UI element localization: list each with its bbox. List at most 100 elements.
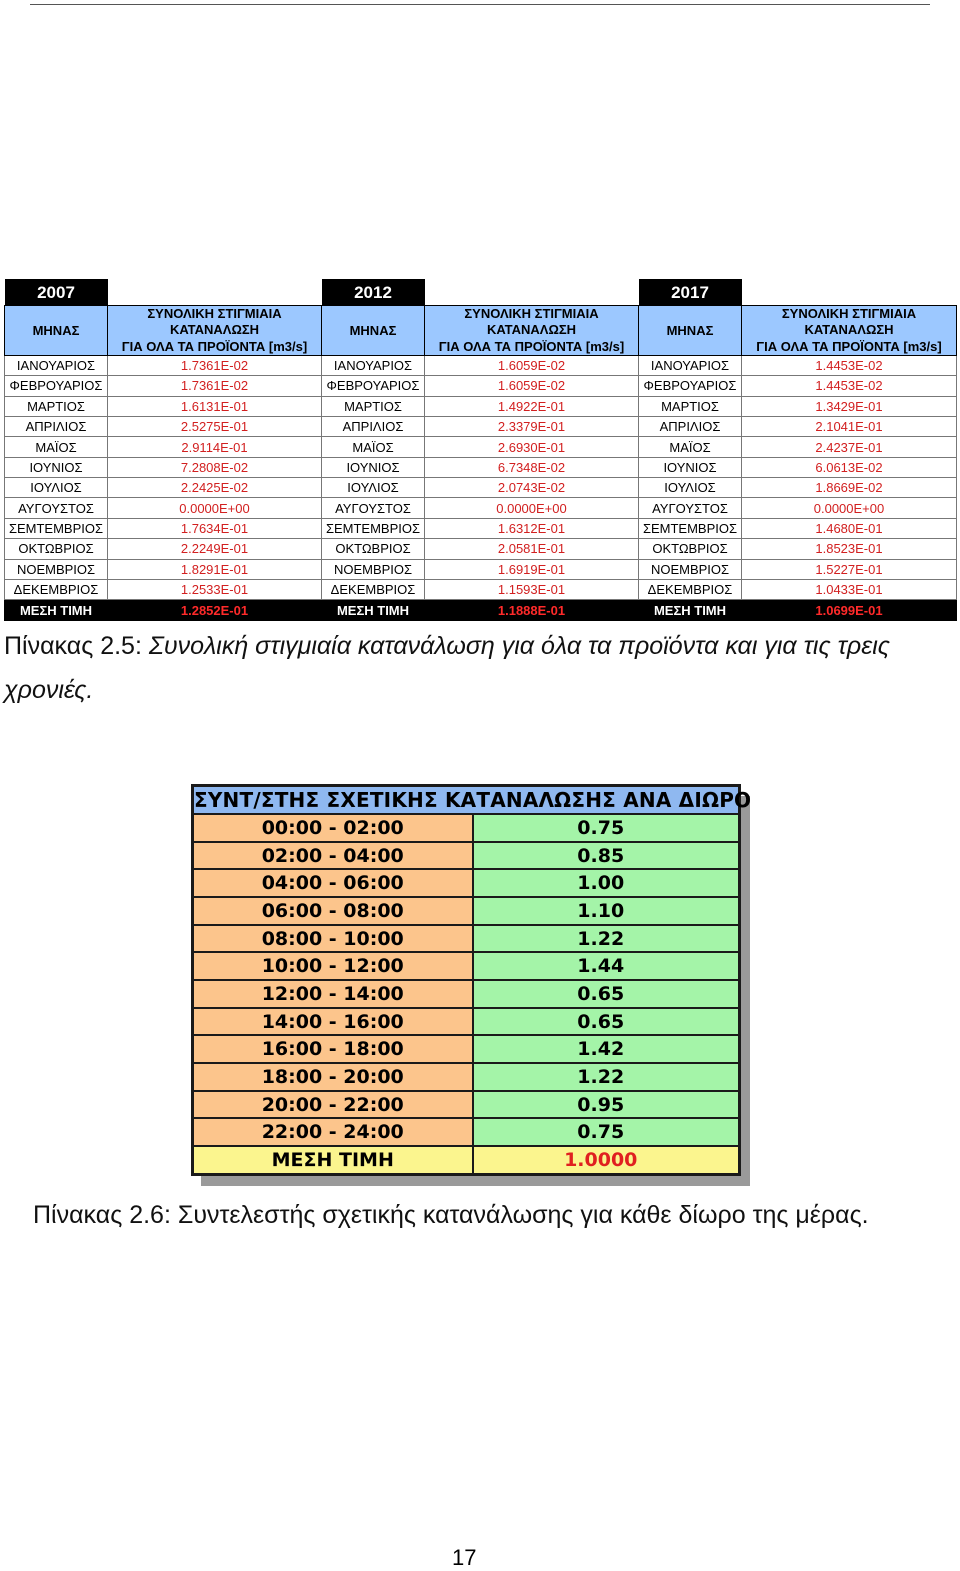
value-cell-2017: 1.4453E-02	[741, 375, 957, 397]
mean-label: ΜΕΣΗ ΤΙΜΗ	[4, 599, 108, 622]
header-rule	[30, 4, 930, 5]
month-cell: ΜΑΡΤΙΟΣ	[4, 395, 108, 417]
coefficient-cell: 0.65	[471, 979, 741, 1009]
month-cell: ΙΟΥΝΙΟΣ	[321, 456, 425, 479]
value-cell-2007: 1.2533E-01	[107, 579, 322, 601]
coefficient-cell: 0.95	[471, 1089, 741, 1120]
mean-value-2007: 1.2852E-01	[107, 599, 322, 622]
value-cell-2007: 0.0000E+00	[107, 497, 322, 519]
value-header: ΣΥΝΟΛΙΚΗ ΣΤΙΓΜΙΑΙΑ ΚΑΤΑΝΑΛΩΣΗ ΓΙΑ ΟΛΑ ΤΑ …	[424, 305, 639, 356]
year-gap	[107, 279, 322, 306]
month-cell: ΣΕΜΤΕΜΒΡΙΟΣ	[4, 517, 108, 540]
coefficient-cell: 1.44	[471, 951, 741, 982]
value-cell-2012: 1.6312E-01	[424, 517, 639, 540]
value-cell-2017: 1.4453E-02	[741, 354, 957, 377]
coefficient-cell: 0.65	[471, 1006, 741, 1037]
period-cell: 08:00 - 10:00	[191, 923, 474, 954]
table-row: 08:00 - 10:00 1.22	[191, 923, 741, 954]
month-cell: ΑΠΡΙΛΙΟΣ	[4, 415, 108, 438]
mean-label: ΜΕΣΗ ΤΙΜΗ	[191, 1145, 474, 1176]
period-cell: 18:00 - 20:00	[191, 1062, 474, 1092]
table-row: ΙΑΝΟΥΑΡΙΟΣ 1.7361E-02 ΙΑΝΟΥΑΡΙΟΣ 1.6059E-02…	[4, 354, 957, 377]
value-cell-2012: 0.0000E+00	[424, 497, 639, 519]
value-cell-2007: 1.7361E-02	[107, 375, 322, 397]
value-cell-2017: 1.5227E-01	[741, 558, 957, 581]
mean-row: ΜΕΣΗ ΤΙΜΗ 1.2852E-01 ΜΕΣΗ ΤΙΜΗ 1.1888E-0…	[4, 599, 957, 622]
month-cell: ΟΚΤΩΒΡΙΟΣ	[638, 538, 742, 560]
month-cell: ΙΟΥΝΙΟΣ	[638, 456, 742, 479]
mean-row: ΜΕΣΗ ΤΙΜΗ 1.0000	[191, 1145, 741, 1176]
table-row: ΦΕΒΡΟΥΑΡΙΟΣ 1.7361E-02 ΦΕΒΡΟΥΑΡΙΟΣ 1.6059E-…	[4, 375, 957, 397]
value-cell-2012: 1.1593E-01	[424, 579, 639, 601]
month-cell: ΟΚΤΩΒΡΙΟΣ	[4, 538, 108, 560]
value-cell-2017: 1.3429E-01	[741, 395, 957, 417]
month-cell: ΙΟΥΛΙΟΣ	[4, 477, 108, 499]
value-header: ΣΥΝΟΛΙΚΗ ΣΤΙΓΜΙΑΙΑ ΚΑΤΑΝΑΛΩΣΗ ΓΙΑ ΟΛΑ ΤΑ …	[741, 305, 957, 356]
month-cell: ΣΕΜΤΕΜΒΡΙΟΣ	[321, 517, 425, 540]
value-cell-2012: 1.4922E-01	[424, 395, 639, 417]
page-number: 17	[452, 1545, 477, 1570]
mean-value-2017: 1.0699E-01	[741, 599, 957, 622]
month-cell: ΜΑΡΤΙΟΣ	[638, 395, 742, 417]
table-row: 12:00 - 14:00 0.65	[191, 979, 741, 1009]
value-cell-2017: 2.4237E-01	[741, 436, 957, 458]
month-cell: ΙΟΥΝΙΟΣ	[4, 456, 108, 479]
coefficient-cell: 0.75	[471, 813, 741, 843]
table-row: 10:00 - 12:00 1.44	[191, 951, 741, 982]
year-2007-label: 2007	[4, 279, 108, 306]
value-cell-2007: 1.8291E-01	[107, 558, 322, 581]
table-row: ΟΚΤΩΒΡΙΟΣ 2.2249E-01 ΟΚΤΩΒΡΙΟΣ 2.0581E-01 ΟΚ…	[4, 538, 957, 560]
value-cell-2007: 2.2425E-02	[107, 477, 322, 499]
table-row: ΣΕΜΤΕΜΒΡΙΟΣ 1.7634E-01 ΣΕΜΤΕΜΒΡΙΟΣ 1.6312E-…	[4, 517, 957, 540]
month-header: ΜΗΝΑΣ	[321, 305, 425, 356]
period-cell: 22:00 - 24:00	[191, 1117, 474, 1148]
caption-prefix: Πίνακας 2.6	[33, 1201, 164, 1229]
month-cell: ΙΑΝΟΥΑΡΙΟΣ	[321, 354, 425, 377]
table-row: ΑΥΓΟΥΣΤΟΣ 0.0000E+00 ΑΥΓΟΥΣΤΟΣ 0.0000E+00 ΑΥ…	[4, 497, 957, 519]
period-cell: 16:00 - 18:00	[191, 1034, 474, 1065]
table-row: ΙΟΥΛΙΟΣ 2.2425E-02 ΙΟΥΛΙΟΣ 2.0743E-02 ΙΟΥΛΙΟ…	[4, 477, 957, 499]
table-row: 16:00 - 18:00 1.42	[191, 1034, 741, 1065]
table-row: 06:00 - 08:00 1.10	[191, 896, 741, 926]
month-cell: ΑΥΓΟΥΣΤΟΣ	[4, 497, 108, 519]
caption-body: : Συντελεστής σχετικής κατανάλωσης για κ…	[163, 1201, 869, 1229]
month-cell: ΦΕΒΡΟΥΑΡΙΟΣ	[638, 375, 742, 397]
month-cell: ΙΑΝΟΥΑΡΙΟΣ	[4, 354, 108, 377]
mean-value: 1.0000	[471, 1145, 741, 1176]
period-cell: 00:00 - 02:00	[191, 813, 474, 843]
value-cell-2017: 1.8669E-02	[741, 477, 957, 499]
value-cell-2007: 2.5275E-01	[107, 415, 322, 438]
coefficient-cell: 1.10	[471, 896, 741, 926]
month-cell: ΑΠΡΙΛΙΟΣ	[638, 415, 742, 438]
value-cell-2012: 6.7348E-02	[424, 456, 639, 479]
value-cell-2012: 2.6930E-01	[424, 436, 639, 458]
monthly-consumption-table: 2007 2012 2017 ΜΗΝΑΣ ΣΥΝΟΛΙΚΗ ΣΤΙΓΜΙΑΙΑ …	[4, 279, 957, 622]
table-row: ΜΑΪΟΣ 2.9114E-01 ΜΑΪΟΣ 2.6930E-01 ΜΑΪΟΣ 2.423…	[4, 436, 957, 458]
table-row: 14:00 - 16:00 0.65	[191, 1006, 741, 1037]
month-cell: ΜΑΡΤΙΟΣ	[321, 395, 425, 417]
value-cell-2012: 2.0743E-02	[424, 477, 639, 499]
value-cell-2017: 1.8523E-01	[741, 538, 957, 560]
month-cell: ΜΑΪΟΣ	[4, 436, 108, 458]
period-cell: 10:00 - 12:00	[191, 951, 474, 982]
value-cell-2012: 1.6919E-01	[424, 558, 639, 581]
month-cell: ΔΕΚΕΜΒΡΙΟΣ	[638, 579, 742, 601]
table-row: 20:00 - 22:00 0.95	[191, 1089, 741, 1120]
value-header: ΣΥΝΟΛΙΚΗ ΣΤΙΓΜΙΑΙΑ ΚΑΤΑΝΑΛΩΣΗ ΓΙΑ ΟΛΑ ΤΑ …	[107, 305, 322, 356]
value-cell-2012: 1.6059E-02	[424, 375, 639, 397]
year-2017-label: 2017	[638, 279, 742, 306]
value-cell-2007: 1.7634E-01	[107, 517, 322, 540]
value-cell-2007: 2.9114E-01	[107, 436, 322, 458]
table-row: ΔΕΚΕΜΒΡΙΟΣ 1.2533E-01 ΔΕΚΕΜΒΡΙΟΣ 1.1593E-01…	[4, 579, 957, 601]
month-cell: ΝΟΕΜΒΡΙΟΣ	[638, 558, 742, 581]
value-cell-2017: 1.0433E-01	[741, 579, 957, 601]
mean-label: ΜΕΣΗ ΤΙΜΗ	[638, 599, 742, 622]
period-cell: 20:00 - 22:00	[191, 1089, 474, 1120]
table-2-5-caption: Πίνακας 2.5: Συνολική στιγμιαία κατανάλω…	[4, 624, 944, 712]
table-row: ΙΟΥΝΙΟΣ 7.2808E-02 ΙΟΥΝΙΟΣ 6.7348E-02 ΙΟΥΝΙΟ…	[4, 456, 957, 479]
month-cell: ΝΟΕΜΒΡΙΟΣ	[4, 558, 108, 581]
month-cell: ΔΕΚΕΜΒΡΙΟΣ	[321, 579, 425, 601]
coefficient-cell: 1.00	[471, 868, 741, 899]
caption-body: Συνολική στιγμιαία κατανάλωση για όλα τα…	[4, 632, 890, 704]
month-cell: ΜΑΪΟΣ	[638, 436, 742, 458]
